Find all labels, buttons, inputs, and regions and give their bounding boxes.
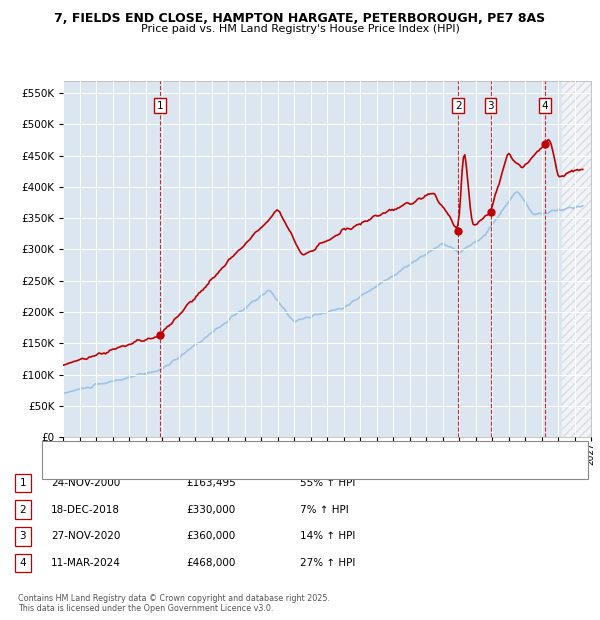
Text: 2: 2 (19, 505, 26, 515)
Text: Price paid vs. HM Land Registry's House Price Index (HPI): Price paid vs. HM Land Registry's House … (140, 24, 460, 33)
Text: 18-DEC-2018: 18-DEC-2018 (51, 505, 120, 515)
Text: 27-NOV-2020: 27-NOV-2020 (51, 531, 121, 541)
Text: 55% ↑ HPI: 55% ↑ HPI (300, 478, 355, 488)
Text: 24-NOV-2000: 24-NOV-2000 (51, 478, 120, 488)
Text: 4: 4 (541, 100, 548, 110)
Text: 14% ↑ HPI: 14% ↑ HPI (300, 531, 355, 541)
Text: 27% ↑ HPI: 27% ↑ HPI (300, 558, 355, 568)
Text: £360,000: £360,000 (186, 531, 235, 541)
Text: This data is licensed under the Open Government Licence v3.0.: This data is licensed under the Open Gov… (18, 604, 274, 613)
Text: £330,000: £330,000 (186, 505, 235, 515)
Text: 2: 2 (455, 100, 461, 110)
Text: 3: 3 (19, 531, 26, 541)
Text: 7, FIELDS END CLOSE, HAMPTON HARGATE, PETERBOROUGH, PE7 8AS (detached house): 7, FIELDS END CLOSE, HAMPTON HARGATE, PE… (75, 448, 458, 456)
Text: —: — (51, 463, 67, 478)
Text: —: — (51, 445, 67, 459)
Text: HPI: Average price, detached house, City of Peterborough: HPI: Average price, detached house, City… (75, 466, 324, 475)
Text: 7, FIELDS END CLOSE, HAMPTON HARGATE, PETERBOROUGH, PE7 8AS: 7, FIELDS END CLOSE, HAMPTON HARGATE, PE… (55, 12, 545, 25)
Text: 1: 1 (157, 100, 164, 110)
Text: 3: 3 (487, 100, 494, 110)
Text: 11-MAR-2024: 11-MAR-2024 (51, 558, 121, 568)
Text: 7% ↑ HPI: 7% ↑ HPI (300, 505, 349, 515)
Text: £163,495: £163,495 (186, 478, 236, 488)
Text: 1: 1 (19, 478, 26, 488)
Text: £468,000: £468,000 (186, 558, 235, 568)
Text: 4: 4 (19, 558, 26, 568)
Text: Contains HM Land Registry data © Crown copyright and database right 2025.: Contains HM Land Registry data © Crown c… (18, 595, 330, 603)
